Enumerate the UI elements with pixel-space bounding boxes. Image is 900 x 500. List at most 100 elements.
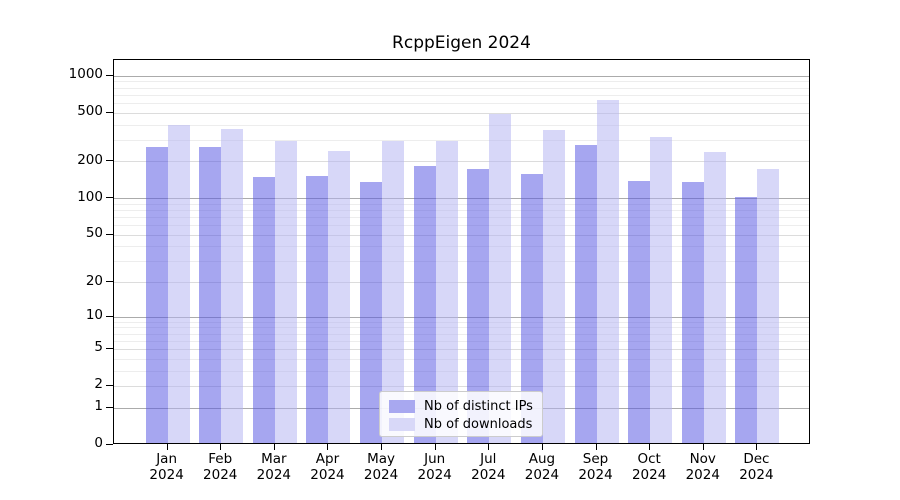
- x-tick-month: Jun: [424, 451, 446, 467]
- gridline-major: [114, 348, 809, 350]
- x-tick-label: Jul 2024: [456, 451, 520, 483]
- x-tick-label: Mar 2024: [242, 451, 306, 483]
- gridline-minor: [114, 340, 809, 342]
- x-tick-mark: [220, 444, 222, 450]
- x-tick-month: Dec: [743, 451, 770, 467]
- x-tick-label: Dec 2024: [724, 451, 788, 483]
- y-tick-label: 1: [94, 398, 103, 414]
- y-tick-label: 500: [77, 103, 103, 120]
- x-tick-mark: [702, 444, 704, 450]
- x-tick-label: Oct 2024: [617, 451, 681, 483]
- x-tick-year: 2024: [310, 467, 345, 483]
- bar-downloads: [650, 137, 673, 443]
- x-tick-label: Apr 2024: [295, 451, 359, 483]
- x-tick-year: 2024: [203, 467, 238, 483]
- x-tick-mark: [381, 444, 383, 450]
- y-tick-label: 2: [94, 376, 103, 393]
- legend-label: Nb of distinct IPs: [424, 399, 533, 414]
- bar-distinct-ips: [467, 168, 490, 443]
- gridline-minor: [114, 246, 809, 248]
- gridline-major: [114, 316, 809, 318]
- y-tick-label: 100: [77, 188, 103, 205]
- y-tick-label: 5: [94, 339, 103, 356]
- x-tick-month: Apr: [315, 451, 340, 467]
- gridline-minor: [114, 358, 809, 360]
- x-tick-month: Jul: [480, 451, 497, 467]
- x-tick-label: Jan 2024: [135, 451, 199, 483]
- bar-distinct-ips: [199, 147, 222, 443]
- x-tick-month: May: [367, 451, 396, 467]
- x-tick-mark: [756, 444, 758, 450]
- x-tick-year: 2024: [739, 467, 774, 483]
- bar-distinct-ips: [628, 180, 651, 443]
- gridline-minor: [114, 327, 809, 329]
- x-tick-label: Jun 2024: [403, 451, 467, 483]
- legend-label: Nb of downloads: [424, 417, 533, 432]
- x-tick-year: 2024: [685, 467, 720, 483]
- x-tick-label: May 2024: [349, 451, 413, 483]
- x-tick-mark: [595, 444, 597, 450]
- x-tick-mark: [649, 444, 651, 450]
- bar-downloads: [274, 140, 297, 443]
- bar-distinct-ips: [145, 147, 168, 443]
- bar-downloads: [596, 100, 619, 443]
- bar-distinct-ips: [735, 196, 758, 443]
- gridline-major: [114, 234, 809, 236]
- gridline-major: [114, 112, 809, 114]
- x-tick-year: 2024: [578, 467, 613, 483]
- gridline-major: [114, 385, 809, 387]
- y-tick-mark: [106, 74, 113, 76]
- bar-downloads: [382, 140, 405, 443]
- bar-distinct-ips: [413, 165, 436, 443]
- gridline-minor: [114, 333, 809, 335]
- y-tick-mark: [106, 281, 113, 283]
- y-tick-mark: [106, 443, 113, 445]
- gridline-minor: [114, 261, 809, 263]
- y-tick-label: 200: [77, 151, 103, 168]
- x-tick-month: Nov: [689, 451, 716, 467]
- gridline-minor: [114, 370, 809, 372]
- bar-distinct-ips: [252, 177, 275, 443]
- x-tick-mark: [273, 444, 275, 450]
- x-tick-label: Feb 2024: [188, 451, 252, 483]
- gridline-major: [114, 282, 809, 284]
- gridline-minor: [114, 94, 809, 96]
- bar-distinct-ips: [306, 176, 329, 443]
- x-tick-year: 2024: [256, 467, 292, 483]
- x-tick-month: Jan: [156, 451, 178, 467]
- y-tick-label: 1000: [68, 66, 103, 83]
- gridline-major: [114, 198, 809, 200]
- gridline-minor: [114, 81, 809, 83]
- bar-downloads: [328, 150, 351, 443]
- x-tick-label: Aug 2024: [510, 451, 574, 483]
- x-tick-month: Aug: [528, 451, 556, 467]
- bar-distinct-ips: [574, 145, 597, 443]
- y-tick-label: 50: [85, 225, 103, 242]
- x-tick-label: Nov 2024: [671, 451, 735, 483]
- x-tick-year: 2024: [524, 467, 560, 483]
- gridline-minor: [114, 203, 809, 205]
- x-tick-month: Sep: [582, 451, 609, 467]
- y-tick-mark: [106, 315, 113, 317]
- gridline-minor: [114, 87, 809, 89]
- x-tick-month: Feb: [208, 451, 233, 467]
- x-tick-label: Sep 2024: [564, 451, 628, 483]
- bar-downloads: [489, 113, 512, 443]
- x-tick-mark: [166, 444, 168, 450]
- x-tick-year: 2024: [471, 467, 506, 483]
- bar-downloads: [703, 151, 726, 443]
- y-tick-mark: [106, 160, 113, 162]
- gridline-major: [114, 161, 809, 163]
- legend-swatch-distinct-ips: [389, 400, 415, 413]
- bar-downloads: [167, 125, 190, 443]
- gridline-minor: [114, 217, 809, 218]
- x-tick-month: Mar: [261, 451, 287, 467]
- gridline-minor: [114, 209, 809, 211]
- x-tick-year: 2024: [363, 467, 399, 483]
- x-tick-mark: [327, 444, 329, 450]
- x-tick-year: 2024: [417, 467, 452, 483]
- bar-downloads: [757, 168, 780, 443]
- x-tick-month: Oct: [637, 451, 661, 467]
- bar-distinct-ips: [681, 181, 704, 443]
- legend: Nb of distinct IPs Nb of downloads: [379, 391, 543, 437]
